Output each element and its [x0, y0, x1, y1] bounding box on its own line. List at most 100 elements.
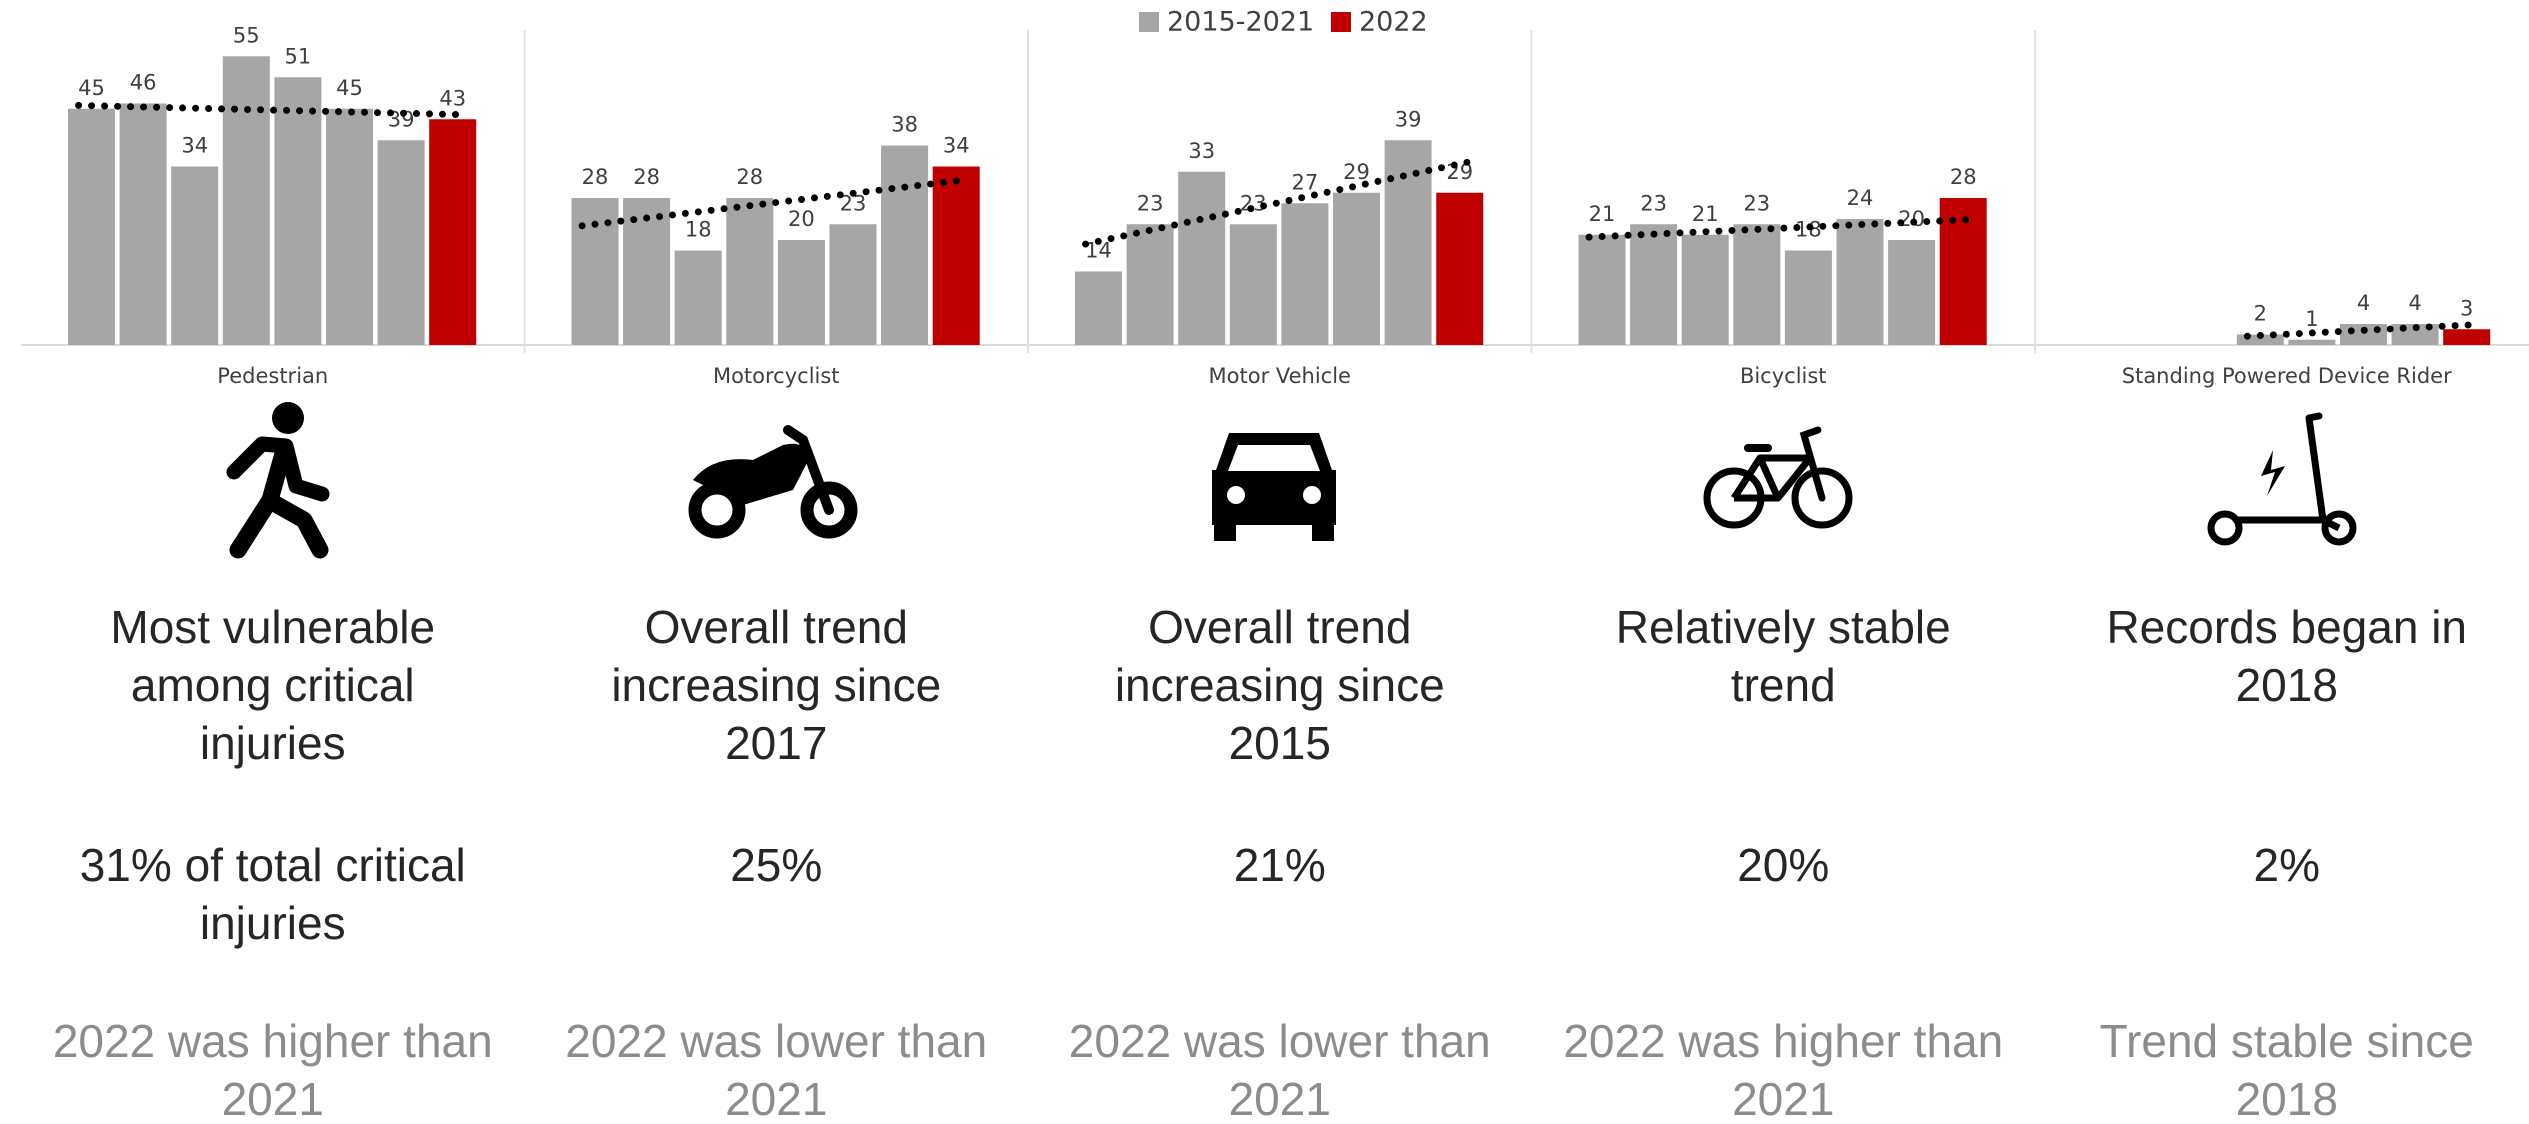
bar: [171, 166, 219, 345]
description: Most vulnerable among critical injuries: [110, 601, 436, 769]
bar: [326, 108, 373, 345]
data-label: 39: [1395, 107, 1422, 131]
share: 31% of total critical injuries: [79, 839, 466, 949]
comparison: 2022 was lower than 2021: [565, 1015, 988, 1124]
pedestrian-icon: [226, 402, 330, 559]
share: 2%: [2253, 839, 2320, 891]
data-label: 21: [1589, 202, 1616, 226]
bar: [571, 198, 619, 345]
bar: [1229, 224, 1277, 345]
trend-line: [1082, 157, 1477, 248]
bar: [932, 166, 980, 345]
bar: [1939, 198, 1987, 345]
bar: [674, 250, 722, 345]
category-label: Pedestrian: [217, 364, 328, 388]
bar: [1578, 234, 1626, 345]
data-label: 45: [336, 76, 363, 100]
share: 25%: [730, 839, 823, 891]
description: Relatively stable trend: [1615, 601, 1951, 711]
icons: [226, 402, 2357, 559]
data-label: 23: [1743, 191, 1770, 215]
bar: [1836, 219, 1884, 345]
bar: [1126, 224, 1174, 345]
share: 21%: [1233, 839, 1326, 891]
comparison: 2022 was lower than 2021: [1068, 1015, 1491, 1124]
data-label: 23: [1640, 191, 1667, 215]
data-label: 45: [78, 76, 105, 100]
data-label: 38: [891, 113, 918, 137]
bar: [68, 108, 115, 345]
comparison: 2022 was higher than 2021: [52, 1015, 493, 1124]
bar: [119, 103, 167, 345]
bar: [1784, 250, 1832, 345]
bar: [1178, 171, 1226, 345]
bar: [222, 56, 270, 345]
data-label: 51: [285, 44, 312, 68]
description: Overall trend increasing since 2017: [611, 601, 942, 769]
share: 20%: [1737, 839, 1830, 891]
data-label: 4: [2408, 291, 2421, 315]
data-label: 3: [2460, 296, 2473, 320]
bar: [1436, 192, 1484, 345]
bar: [829, 224, 877, 345]
bicycle-icon: [1703, 426, 1853, 529]
bar: [777, 240, 825, 345]
bar: [1075, 271, 1122, 345]
bar: [1681, 234, 1729, 345]
trend-line: [578, 175, 973, 230]
description: Overall trend increasing since 2015: [1114, 601, 1445, 769]
bar: [274, 77, 322, 345]
bar: [2236, 334, 2284, 345]
comparison: 2022 was higher than 2021: [1563, 1015, 2004, 1124]
legend-swatch: [1331, 12, 1351, 32]
trend-line: [2243, 320, 2484, 340]
bar: [881, 145, 929, 345]
data-label: 28: [582, 165, 609, 189]
category-label: Motorcyclist: [713, 364, 840, 388]
data-label: 33: [1188, 139, 1215, 163]
data-label: 55: [233, 23, 260, 47]
bar: [1281, 203, 1329, 345]
bar: [377, 140, 425, 345]
data-label: 2: [2254, 302, 2267, 326]
category-label: Motor Vehicle: [1209, 364, 1351, 388]
legend-label: 2022: [1359, 7, 1428, 38]
bar: [2443, 329, 2491, 345]
data-label: 4: [2357, 291, 2370, 315]
car-icon: [1212, 433, 1336, 541]
category-label: Bicyclist: [1740, 364, 1827, 388]
data-label: 20: [788, 207, 815, 231]
bar: [2288, 339, 2336, 345]
data-label: 34: [943, 134, 970, 158]
data-label: 28: [1950, 165, 1977, 189]
bar: [1733, 224, 1781, 345]
data-label: 20: [1898, 207, 1925, 231]
data-label: 46: [130, 71, 157, 95]
scooter-icon: [2207, 412, 2357, 546]
bar: [1384, 140, 1432, 345]
comparison: Trend stable since 2018: [2099, 1015, 2474, 1124]
bar: [726, 198, 774, 345]
data-label: 18: [685, 218, 712, 242]
data-label: 23: [1137, 191, 1164, 215]
bar: [429, 119, 477, 345]
description: Records began in 2018: [2106, 601, 2468, 711]
data-label: 21: [1692, 202, 1719, 226]
bar: [1333, 192, 1380, 345]
bar: [623, 198, 671, 345]
data-label: 29: [1343, 160, 1370, 184]
trend-line: [1585, 215, 1980, 241]
bar: [1630, 224, 1678, 345]
data-label: 24: [1847, 186, 1874, 210]
category-label: Standing Powered Device Rider: [2122, 364, 2452, 388]
motorcycle-icon: [688, 425, 858, 539]
trend-line: [75, 101, 470, 119]
legend-label: 2015-2021: [1167, 7, 1314, 38]
legend-swatch: [1139, 12, 1159, 32]
data-label: 1: [2305, 307, 2318, 331]
data-label: 28: [633, 165, 660, 189]
data-label: 28: [736, 165, 763, 189]
bar: [1888, 240, 1936, 345]
